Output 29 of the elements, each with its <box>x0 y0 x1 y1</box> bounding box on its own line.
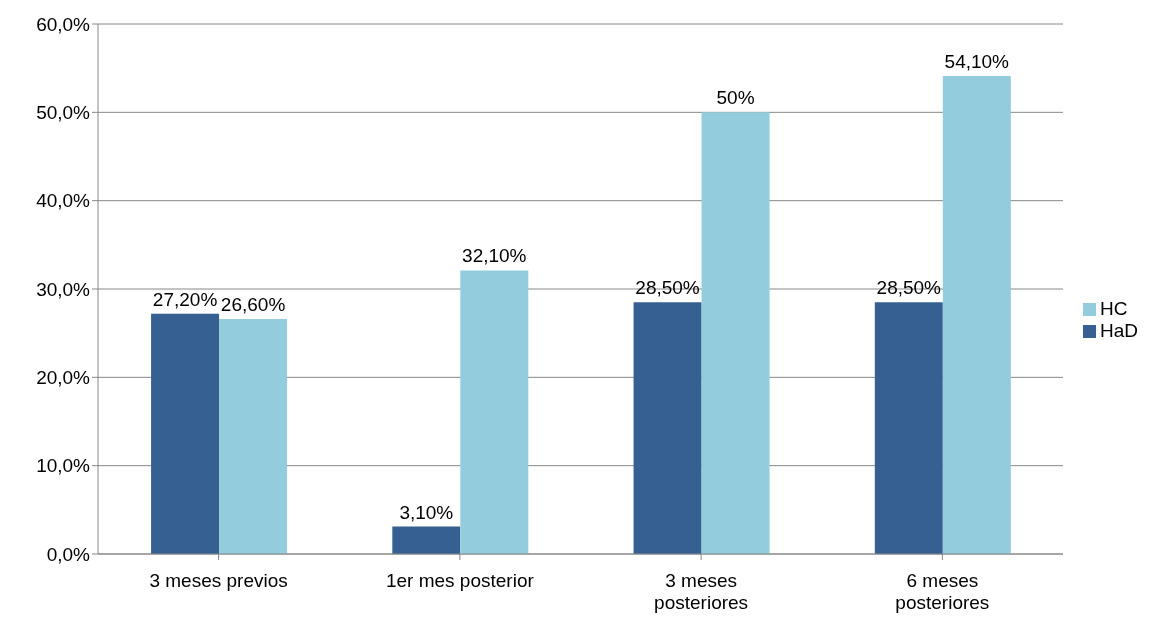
data-label: 32,10% <box>462 245 527 267</box>
bar <box>219 319 288 554</box>
y-tick-label: 40,0% <box>36 190 91 212</box>
data-label: 28,50% <box>876 277 942 299</box>
legend-label: HaD <box>1099 320 1138 341</box>
bar <box>874 302 943 554</box>
data-label: 27,20% <box>152 288 218 310</box>
bar <box>460 270 529 554</box>
bar <box>942 76 1011 554</box>
bar <box>633 302 702 554</box>
data-label: 26,60% <box>220 294 286 316</box>
bar <box>151 313 220 554</box>
data-label: 3,10% <box>399 501 454 523</box>
y-tick-label: 0,0% <box>46 543 91 565</box>
data-label: 50% <box>716 87 755 109</box>
x-tick-label: 3 meses previos <box>149 570 288 592</box>
bar <box>392 526 461 554</box>
y-tick-label: 50,0% <box>36 102 91 124</box>
data-label: 28,50% <box>635 277 700 299</box>
x-tick-label: 1er mes posterior <box>385 570 535 592</box>
y-tick-label: 30,0% <box>36 278 91 300</box>
y-tick-label: 60,0% <box>36 13 91 35</box>
x-tick-label: 6 meses posteriores <box>895 570 990 613</box>
y-tick-label: 20,0% <box>36 367 91 389</box>
legend-label: HC <box>1099 298 1128 319</box>
x-tick-label: 3 meses posteriores <box>654 570 749 613</box>
y-tick-label: 10,0% <box>36 455 91 477</box>
bar <box>701 112 770 554</box>
data-label: 54,10% <box>944 51 1010 73</box>
